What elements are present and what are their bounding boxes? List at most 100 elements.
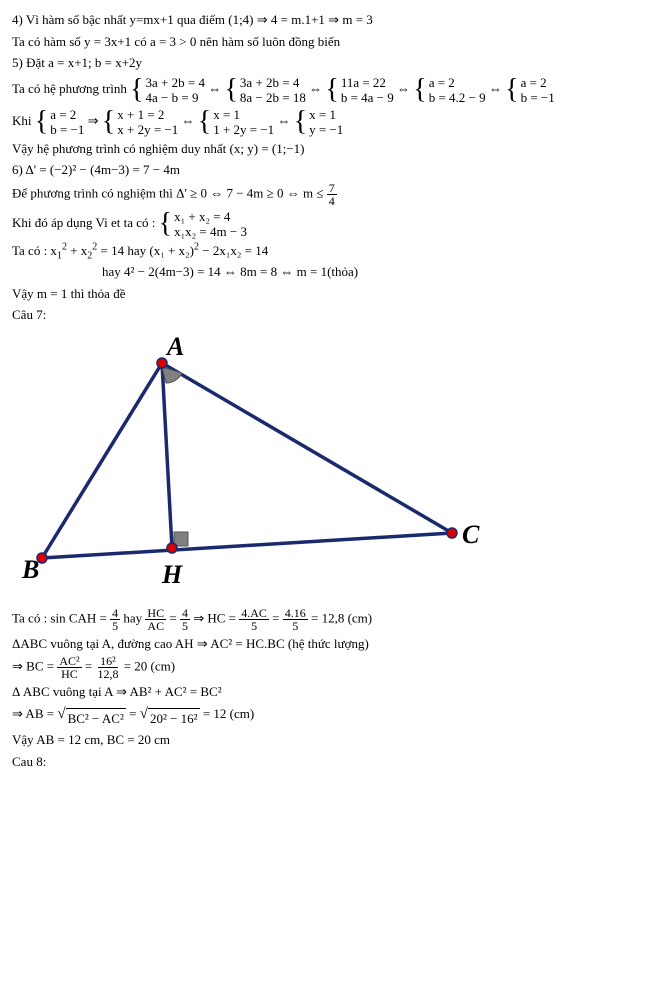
q6-l4e: − 2x₁x₂ = 14 bbox=[199, 243, 268, 258]
sys3-top: 11a = 22 bbox=[341, 75, 394, 90]
frac-162-128: 16²12,8 bbox=[95, 655, 120, 680]
sys2-top: 3a + 2b = 4 bbox=[240, 75, 306, 90]
q6-l4c: = 14 hay bbox=[97, 243, 149, 258]
n: 4 bbox=[180, 607, 190, 620]
q6-line5: hay 4² − 2(4m−3) = 14 ⇔ 8m = 8 ⇔ m = 1(t… bbox=[102, 262, 643, 282]
q7-line1: Ta có : sin CAH = 45 hay HCAC = 45 ⇒ HC … bbox=[12, 607, 643, 632]
d: HC bbox=[59, 668, 80, 680]
sys5-bot: b = −1 bbox=[521, 90, 555, 105]
q5-line4: Vậy hệ phương trình có nghiệm duy nhất (… bbox=[12, 139, 643, 159]
q7-title: Câu 7: bbox=[12, 305, 643, 325]
sysk3-top: x = 1 bbox=[213, 107, 274, 122]
n: 4 bbox=[110, 607, 120, 620]
q7-l3b: = bbox=[85, 658, 96, 673]
q7-line4: Δ ABC vuông tại A ⇒ AB² + AC² = BC² bbox=[12, 682, 643, 702]
q6-line3: Khi đó áp dụng Vi et ta có : {x₁ + x₂ = … bbox=[12, 209, 643, 239]
frac-ac2hc: AC²HC bbox=[57, 655, 81, 680]
sqrt-2: √20² − 16² bbox=[140, 708, 200, 729]
q7-line6: Vậy AB = 12 cm, BC = 20 cm bbox=[12, 730, 643, 750]
n: 4.AC bbox=[239, 607, 269, 620]
q5-line3: Khi {a = 2b = −1 ⇒ {x + 1 = 2x + 2y = −1… bbox=[12, 107, 643, 137]
q8-title: Cau 8: bbox=[12, 752, 643, 772]
q6-line4: Ta có : x12 + x22 = 14 hay (x₁ + x₂)2 − … bbox=[12, 241, 643, 261]
n: HC bbox=[145, 607, 166, 620]
q5-sys4: {a = 2b = 4.2 − 9 bbox=[413, 75, 485, 105]
frac-4ac5: 4.AC5 bbox=[239, 607, 269, 632]
q5-line1: 5) Đặt a = x+1; b = x+2y bbox=[12, 53, 643, 73]
q7-l3c: = 20 (cm) bbox=[124, 658, 175, 673]
sys1-top: 3a + 2b = 4 bbox=[146, 75, 205, 90]
sys3-bot: b = 4a − 9 bbox=[341, 90, 394, 105]
q7-l1f: = 12,8 (cm) bbox=[311, 610, 372, 625]
q7-line5: ⇒ AB = √BC² − AC² = √20² − 16² = 12 (cm) bbox=[12, 704, 643, 729]
q6-l3-pre: Khi đó áp dụng Vi et ta có : bbox=[12, 214, 159, 229]
frac-45-1: 45 bbox=[110, 607, 120, 632]
q7-l5c: = 12 (cm) bbox=[203, 706, 254, 721]
sys4-bot: b = 4.2 − 9 bbox=[429, 90, 486, 105]
svg-text:C: C bbox=[462, 520, 480, 549]
d: 5 bbox=[180, 620, 190, 632]
frac-4165: 4.165 bbox=[283, 607, 308, 632]
q6-line1: 6) Δ' = (−2)² − (4m−3) = 7 − 4m bbox=[12, 160, 643, 180]
frac-den: 4 bbox=[327, 195, 337, 207]
d: 5 bbox=[110, 620, 120, 632]
svg-text:A: A bbox=[165, 333, 184, 361]
viet-top: x₁ + x₂ = 4 bbox=[174, 209, 247, 224]
q6-line6: Vậy m = 1 thì thỏa đề bbox=[12, 284, 643, 304]
q5-sysk1: {a = 2b = −1 bbox=[35, 107, 85, 137]
sysk1-top: a = 2 bbox=[50, 107, 84, 122]
sys5-top: a = 2 bbox=[521, 75, 555, 90]
sysk2-top: x + 1 = 2 bbox=[117, 107, 178, 122]
q7-l1a: Ta có : sin CAH = bbox=[12, 610, 110, 625]
q6-frac74: 74 bbox=[327, 182, 337, 207]
q5-l3-pre: Khi bbox=[12, 112, 35, 127]
sqrt-1: √BC² − AC² bbox=[57, 708, 126, 729]
sysk4-top: x = 1 bbox=[309, 107, 343, 122]
q6-l2-pre: Để phương trình có nghiệm thì Δ' ≥ 0 ⇔ 7… bbox=[12, 185, 327, 200]
sysk1-bot: b = −1 bbox=[50, 122, 84, 137]
sys1-bot: 4a − b = 9 bbox=[146, 90, 205, 105]
q5-sys1: {3a + 2b = 44a − b = 9 bbox=[130, 75, 205, 105]
q5-sysk2: {x + 1 = 2x + 2y = −1 bbox=[102, 107, 178, 137]
frac-hcac: HCAC bbox=[145, 607, 166, 632]
q6-l4b: + x bbox=[67, 243, 87, 258]
q6-viet: {x₁ + x₂ = 4x₁x₂ = 4m − 3 bbox=[159, 209, 247, 239]
q7-l5a: ⇒ AB = bbox=[12, 706, 57, 721]
n: 4.16 bbox=[283, 607, 308, 620]
q7-l1c: = bbox=[169, 610, 180, 625]
sysk2-bot: x + 2y = −1 bbox=[117, 122, 178, 137]
q7-l1b: hay bbox=[123, 610, 145, 625]
sys4-top: a = 2 bbox=[429, 75, 486, 90]
triangle-diagram: A B H C bbox=[12, 333, 482, 603]
q6-line2: Để phương trình có nghiệm thì Δ' ≥ 0 ⇔ 7… bbox=[12, 182, 643, 207]
q6-l4d: x₁ + x₂ bbox=[154, 243, 190, 258]
d: 5 bbox=[290, 620, 300, 632]
q7-l1d: ⇒ HC = bbox=[193, 610, 239, 625]
q5-sys3: {11a = 22b = 4a − 9 bbox=[325, 75, 393, 105]
q5-sysk4: {x = 1y = −1 bbox=[294, 107, 344, 137]
svg-text:H: H bbox=[161, 560, 183, 589]
d: AC bbox=[145, 620, 166, 632]
q4-line2: Ta có hàm số y = 3x+1 có a = 3 > 0 nên h… bbox=[12, 32, 643, 52]
q7-line3: ⇒ BC = AC²HC = 16²12,8 = 20 (cm) bbox=[12, 655, 643, 680]
arg: BC² − AC² bbox=[66, 708, 126, 729]
sys2-bot: 8a − 2b = 18 bbox=[240, 90, 306, 105]
svg-text:B: B bbox=[21, 555, 39, 584]
q5-l2-pre: Ta có hệ phương trình bbox=[12, 80, 130, 95]
q5-sys5: {a = 2b = −1 bbox=[505, 75, 555, 105]
frac-num: 7 bbox=[327, 182, 337, 195]
d: 5 bbox=[249, 620, 259, 632]
q5-line2: Ta có hệ phương trình {3a + 2b = 44a − b… bbox=[12, 75, 643, 105]
sysk4-bot: y = −1 bbox=[309, 122, 343, 137]
q7-l1e: = bbox=[272, 610, 283, 625]
viet-bot: x₁x₂ = 4m − 3 bbox=[174, 224, 247, 239]
q7-l3a: ⇒ BC = bbox=[12, 658, 57, 673]
q6-l4a: Ta có : x bbox=[12, 243, 57, 258]
frac-45-2: 45 bbox=[180, 607, 190, 632]
q7-line2: ΔABC vuông tại A, đường cao AH ⇒ AC² = H… bbox=[12, 634, 643, 654]
q5-sys2: {3a + 2b = 48a − 2b = 18 bbox=[224, 75, 305, 105]
q7-l5b: = bbox=[129, 706, 140, 721]
q5-sysk3: {x = 11 + 2y = −1 bbox=[198, 107, 274, 137]
d: 12,8 bbox=[95, 668, 120, 680]
q4-line1: 4) Vì hàm số bậc nhất y=mx+1 qua điểm (1… bbox=[12, 10, 643, 30]
